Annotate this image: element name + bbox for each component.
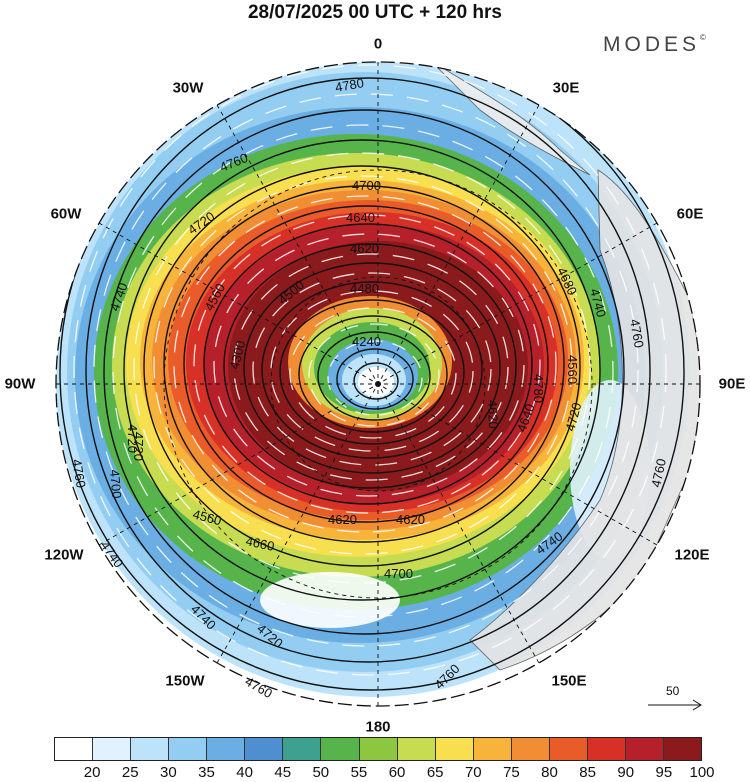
contour-label: 4560 <box>565 355 580 384</box>
colorbar-cell <box>587 738 626 760</box>
colorbar-tick-label: 95 <box>655 764 673 781</box>
colorbar-tick-label: 60 <box>388 764 406 781</box>
colorbar-tick-label: 80 <box>541 764 558 781</box>
colorbar-cell <box>207 738 246 760</box>
colorbar-cell <box>55 738 94 760</box>
brand-logo: MODES© <box>603 33 706 57</box>
brand-mark: © <box>700 33 706 42</box>
longitude-label-120w: 120W <box>44 546 84 564</box>
colorbar-tick-label: 20 <box>83 764 101 781</box>
contour-label: 4740 <box>587 287 609 319</box>
contour-label: 4620 <box>396 512 425 527</box>
longitude-label-90e: 90E <box>718 375 746 393</box>
colorbar-tick-label: 55 <box>350 764 368 781</box>
contour-label: 4720 <box>125 424 140 453</box>
contour-label: 4760 <box>69 458 89 489</box>
colorbar-cell <box>549 738 588 760</box>
contour-label: 4700 <box>107 469 124 499</box>
contour-label: 4480 <box>350 281 379 296</box>
reference-arrow-icon <box>648 699 702 711</box>
contour-label: 4620 <box>485 400 501 429</box>
colorbar-tick-label: 40 <box>236 764 253 781</box>
colorbar-tick-label: 35 <box>198 764 215 781</box>
colorbar-cell <box>664 738 702 760</box>
longitude-label-120e: 120E <box>674 546 710 564</box>
wind-speed-shading <box>56 62 700 706</box>
longitude-label-0: 0 <box>373 35 383 53</box>
longitude-label-150w: 150W <box>165 672 205 690</box>
colorbar-cell <box>511 738 550 760</box>
colorbar-cell <box>359 738 398 760</box>
map-border <box>55 61 701 707</box>
colorbar-tick-label: 100 <box>689 764 715 781</box>
contour-label: 4760 <box>627 318 647 349</box>
colorbar-cell <box>321 738 360 760</box>
colorbar-tick-label: 75 <box>503 764 520 781</box>
colorbar-tick-label: 25 <box>121 764 139 781</box>
colorbar-tick-label: 30 <box>160 764 177 781</box>
contour-label: 4620 <box>350 241 379 256</box>
reference-vector: 50 <box>646 684 706 717</box>
contour-label: 4240 <box>352 334 381 349</box>
longitude-label-30w: 30W <box>172 79 204 97</box>
contour-label: 4620 <box>328 512 357 527</box>
longitude-label-150e: 150E <box>551 672 587 690</box>
reference-vector-label: 50 <box>666 684 680 698</box>
colorbar-cell <box>283 738 322 760</box>
colorbar-tick-label: 70 <box>464 764 482 781</box>
contour-label: 4640 <box>346 210 375 225</box>
pole-marker <box>375 381 381 387</box>
colorbar-cell <box>625 738 664 760</box>
colorbar-tick-label: 50 <box>312 764 330 781</box>
colorbar-cell <box>93 738 132 760</box>
contour-label: 4700 <box>384 566 413 581</box>
longitude-label-60w: 60W <box>50 205 82 223</box>
map-title: 28/07/2025 00 UTC + 120 hrs <box>247 2 503 23</box>
contour-label: 4720 <box>562 401 584 433</box>
wind-streamlines <box>73 64 667 676</box>
contour-label: 4760 <box>648 457 669 488</box>
colorbar-ticks: 20 25 30 35 40 45 50 55 60 65 70 75 80 85 90 95 100 <box>54 764 715 782</box>
longitude-label-30e: 30E <box>552 79 580 97</box>
colorbar-tick-label: 85 <box>579 764 596 781</box>
contour-label: 4780 <box>334 75 365 95</box>
colorbar-tick-label: 45 <box>274 764 292 781</box>
polar-map: 4780 4760 4700 4720 4640 4740 4760 4740 … <box>55 61 701 707</box>
contour-label: 4720 <box>131 432 146 461</box>
contour-label: 4300 <box>226 339 248 371</box>
colorbar-cell <box>131 738 170 760</box>
colorbar-cell <box>245 738 284 760</box>
contour-label-group: 4780 4760 4700 4720 4640 4740 4760 4740 … <box>69 75 669 701</box>
contour-label: 4780 <box>531 374 546 403</box>
longitude-label-90w: 90W <box>4 375 36 393</box>
colorbar-cell <box>169 738 208 760</box>
longitude-label-180: 180 <box>365 718 391 736</box>
colorbar <box>54 737 702 761</box>
brand-text: MODES <box>603 33 701 56</box>
colorbar-cell <box>473 738 512 760</box>
contour-label: 4660 <box>244 533 275 554</box>
colorbar-cell <box>397 738 436 760</box>
colorbar-tick-label: 90 <box>617 764 635 781</box>
contour-label: 4700 <box>352 178 381 193</box>
contour-label: 4560 <box>191 506 223 528</box>
colorbar-tick-label: 65 <box>426 764 444 781</box>
height-contours <box>59 62 685 691</box>
longitude-label-60e: 60E <box>676 205 704 223</box>
colorbar-cell <box>435 738 474 760</box>
